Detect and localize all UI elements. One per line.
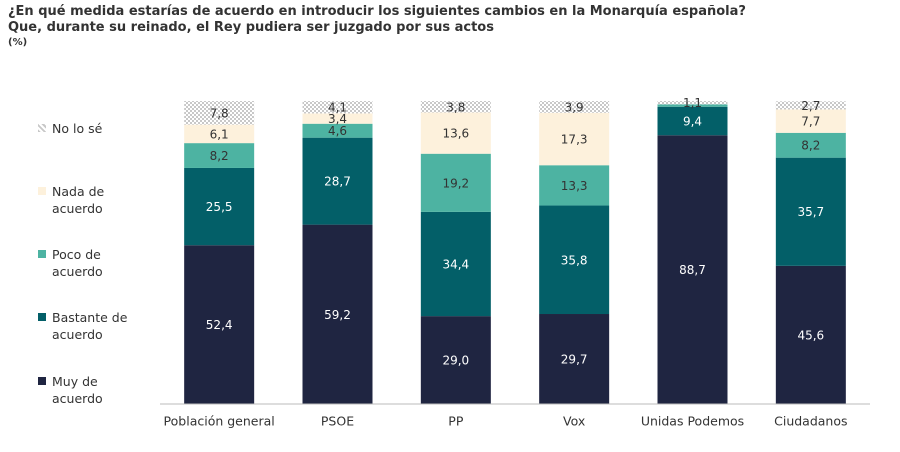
bar-segment	[420, 316, 491, 404]
data-label: 1,1	[683, 96, 702, 110]
legend-item: Nada de acuerdo	[38, 183, 152, 217]
legend-swatch	[38, 377, 46, 385]
bar-segment	[657, 106, 728, 136]
bar-segment	[302, 137, 373, 225]
data-label: 3,4	[328, 112, 347, 126]
chart-subtitle: Que, durante su reinado, el Rey pudiera …	[8, 20, 494, 35]
bar-segment	[657, 135, 728, 404]
data-label: 52,4	[206, 318, 233, 332]
bar-segment	[302, 101, 373, 114]
bar-segment	[302, 123, 373, 138]
data-label: 13,3	[561, 179, 588, 193]
bar-segment	[420, 153, 491, 212]
data-label: 4,1	[328, 101, 347, 115]
bar-segment	[539, 112, 610, 166]
bar-segment	[775, 265, 846, 404]
x-tick-label: Ciudadanos	[774, 414, 847, 429]
bar-segment	[657, 104, 728, 107]
data-label: 6,1	[210, 127, 229, 141]
data-label: 29,0	[442, 354, 469, 368]
legend-swatch	[38, 313, 46, 321]
legend-swatch	[38, 187, 46, 195]
bar-segment	[539, 314, 610, 404]
data-label: 19,2	[442, 176, 469, 190]
chart-title: ¿En qué medida estarías de acuerdo en in…	[8, 4, 746, 19]
bar-segment	[775, 132, 846, 158]
bar-segment	[775, 157, 846, 266]
bar-segment	[420, 112, 491, 154]
bar-segment	[539, 101, 610, 113]
bar-segment	[539, 165, 610, 206]
x-tick-label: Unidas Podemos	[641, 414, 744, 429]
data-label: 45,6	[797, 328, 824, 342]
data-label: 28,7	[324, 175, 351, 189]
data-label: 8,2	[210, 149, 229, 163]
x-tick-label: Vox	[563, 414, 585, 429]
legend-label: Muy de acuerdo	[52, 374, 103, 406]
legend-label: Poco de acuerdo	[52, 247, 103, 279]
legend-swatch	[38, 124, 46, 132]
data-label: 59,2	[324, 308, 351, 322]
data-label: 29,7	[561, 353, 588, 367]
unit-label: (%)	[8, 37, 28, 48]
x-tick-label: PSOE	[321, 414, 354, 429]
data-label: 88,7	[679, 263, 706, 277]
data-label: 7,8	[210, 106, 229, 120]
legend-label: No lo sé	[52, 121, 103, 136]
bar-segment	[302, 224, 373, 404]
data-label: 35,8	[561, 253, 588, 267]
data-label: 7,7	[801, 115, 820, 129]
bar-segment	[420, 101, 491, 113]
data-label: 35,7	[797, 205, 824, 219]
legend-label: Nada de acuerdo	[52, 184, 105, 216]
data-label: 4,6	[328, 124, 347, 138]
data-label: 17,3	[561, 133, 588, 147]
legend-item: Muy de acuerdo	[38, 373, 152, 407]
bar-segment	[775, 109, 846, 133]
data-label: 3,9	[565, 100, 584, 114]
x-tick-label: Población general	[164, 414, 275, 429]
data-label: 13,6	[442, 127, 469, 141]
bar-segment	[184, 124, 255, 144]
data-label: 25,5	[206, 200, 233, 214]
x-tick-label: PP	[448, 414, 464, 429]
bar-segment	[302, 113, 373, 124]
bar-segment	[775, 101, 846, 110]
legend-item: Poco de acuerdo	[38, 246, 152, 280]
legend-item: No lo sé	[38, 120, 152, 137]
bar-segment	[184, 167, 255, 246]
bar-segment	[657, 101, 728, 105]
bar-segment	[184, 245, 255, 404]
legend-item: Bastante de acuerdo	[38, 309, 152, 343]
legend-label: Bastante de acuerdo	[52, 310, 128, 342]
data-label: 8,2	[801, 139, 820, 153]
bar-segment	[184, 143, 255, 168]
data-label: 9,4	[683, 114, 702, 128]
data-label: 3,8	[446, 100, 465, 114]
bar-segment	[184, 101, 255, 125]
bar-segment	[539, 205, 610, 315]
bar-segment	[420, 211, 491, 317]
data-label: 2,7	[801, 99, 820, 113]
data-label: 34,4	[442, 258, 469, 272]
legend-swatch	[38, 250, 46, 258]
